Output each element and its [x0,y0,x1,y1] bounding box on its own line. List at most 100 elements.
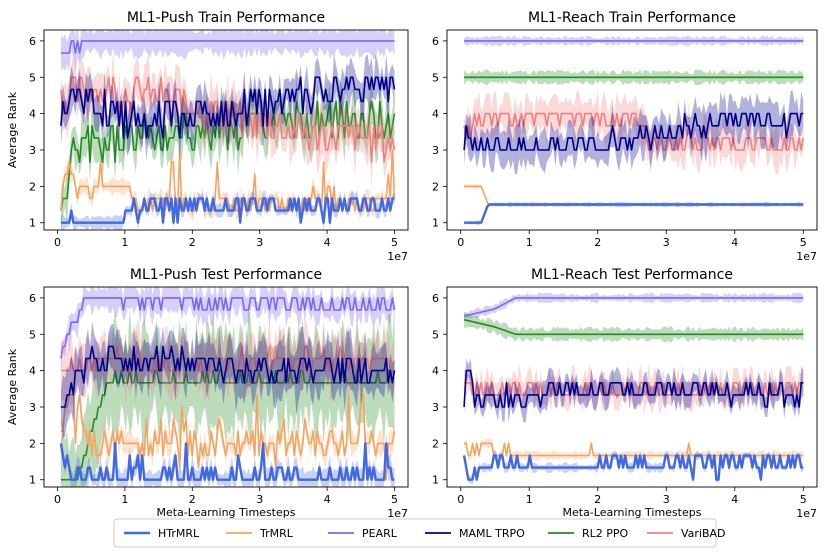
band-varibad [464,363,804,414]
band-maml-trpo [60,320,395,439]
x-tick-label: 4 [324,236,331,249]
y-tick-label: 6 [29,35,36,48]
y-tick-label: 6 [29,292,36,305]
legend-item-trmrl: TrMRL [226,527,294,540]
y-tick-label: 1 [29,474,36,487]
series-group [60,30,396,230]
y-tick-label: 1 [432,217,439,230]
line-maml-trpo [463,112,804,151]
x-tick-label: 4 [731,493,738,506]
y-tick-label: 5 [432,328,439,341]
x-tick-label: 1 [526,493,533,506]
x-tick-label: 3 [663,236,670,249]
chart-title: ML1-Reach Train Performance [528,10,736,26]
y-tick-label: 5 [29,71,36,84]
line-varibad [463,112,805,151]
legend: HTrMRL TrMRL PEARL MAML TRPO RL2 PPO VariBAD [113,518,726,548]
y-axis-label: Average Rank [6,348,19,425]
line-pearl [60,40,395,54]
line-trmrl [60,394,396,481]
y-tick-label: 1 [432,474,439,487]
legend-item-pearl: PEARL [328,527,398,540]
x-tick-label: 5 [391,493,398,506]
legend-label: TrMRL [259,527,294,540]
x-tick-label: 1 [121,493,128,506]
chart-panel-3: ML1-Push Test Performance 0 1 2 3 4 5 1 2 3 4 5 6 1e7… [6,267,409,520]
y-tick-label: 2 [432,437,439,450]
x-tick-label: 3 [663,493,670,506]
x-tick-label: 0 [54,236,61,249]
y-tick-label: 4 [29,108,36,121]
y-tick-label: 2 [29,437,36,450]
y-tick-label: 3 [29,144,36,157]
x-tick-label: 3 [256,493,263,506]
axes-frame [43,286,409,488]
band-pearl [464,292,804,319]
legend-frame [113,518,717,548]
chart-panel-1: ML1-Push Train Performance 0 1 2 3 4 5 1 2 3 4 5 6 1e… [6,10,409,263]
x-tick-label: 5 [391,236,398,249]
x-tick-label: 2 [189,236,196,249]
y-tick-label: 6 [432,292,439,305]
y-tick-label: 2 [432,180,439,193]
legend-item-maml-trpo: MAML TRPO [425,527,525,540]
legend-item-rl2-ppo: RL2 PPO [548,527,629,540]
x-tick-label: 2 [594,493,601,506]
line-rl2-ppo [463,318,804,336]
x-tick-label: 3 [256,236,263,249]
line-rl2-ppo [60,369,396,481]
series-group [463,35,805,226]
legend-item-varibad: VariBAD [647,527,726,540]
x-tick-label: 2 [594,236,601,249]
legend-label: VariBAD [681,527,726,540]
line-trmrl [464,185,804,206]
x-tick-label: 1 [526,236,533,249]
line-pearl [60,297,396,359]
line-trmrl [60,149,396,212]
x-exponent-label: 1e7 [796,250,817,263]
y-tick-label: 4 [29,365,36,378]
chart-title: ML1-Push Train Performance [127,10,325,26]
chart-panels: ML1-Push Train Performance 0 1 2 3 4 5 1 2 3 4 5 6 1e… [6,10,818,520]
band-trmrl [60,383,395,487]
legend-label: RL2 PPO [582,527,629,540]
x-exponent-label: 1e7 [387,250,408,263]
line-maml-trpo [60,345,396,408]
x-tick-label: 1 [121,236,128,249]
chart-title: ML1-Reach Test Performance [531,267,733,283]
x-tick-label: 0 [457,236,464,249]
x-tick-label: 4 [731,236,738,249]
band-trmrl [464,438,804,461]
y-tick-label: 4 [432,108,439,121]
legend-label: MAML TRPO [459,527,525,540]
line-maml-trpo [463,369,804,408]
y-tick-label: 3 [29,401,36,414]
y-tick-label: 3 [432,144,439,157]
axes-frame [446,29,818,231]
band-pearl [60,30,395,72]
y-tick-label: 2 [29,180,36,193]
line-maml-trpo [60,76,396,139]
legend-label: HTrMRL [158,527,200,540]
band-rl2-ppo [464,311,804,343]
series-group [462,292,804,485]
line-pearl [463,297,804,317]
chart-title: ML1-Push Test Performance [130,267,322,283]
y-tick-label: 5 [29,328,36,341]
line-htrmrl [464,203,804,224]
band-maml-trpo [60,53,395,161]
chart-panel-2: ML1-Reach Train Performance 0 1 2 3 4 5 1 2 3 4 5 6 1… [432,10,818,263]
x-exponent-label: 1e7 [796,507,817,520]
axes-frame [43,29,409,231]
x-exponent-label: 1e7 [387,507,408,520]
x-tick-label: 4 [324,493,331,506]
y-tick-label: 3 [432,401,439,414]
y-tick-label: 5 [432,71,439,84]
x-tick-label: 5 [800,236,807,249]
y-tick-label: 6 [432,35,439,48]
legend-item-htrmrl: HTrMRL [124,527,200,540]
series-group [59,287,396,487]
line-htrmrl [462,454,804,481]
band-varibad [464,90,804,175]
